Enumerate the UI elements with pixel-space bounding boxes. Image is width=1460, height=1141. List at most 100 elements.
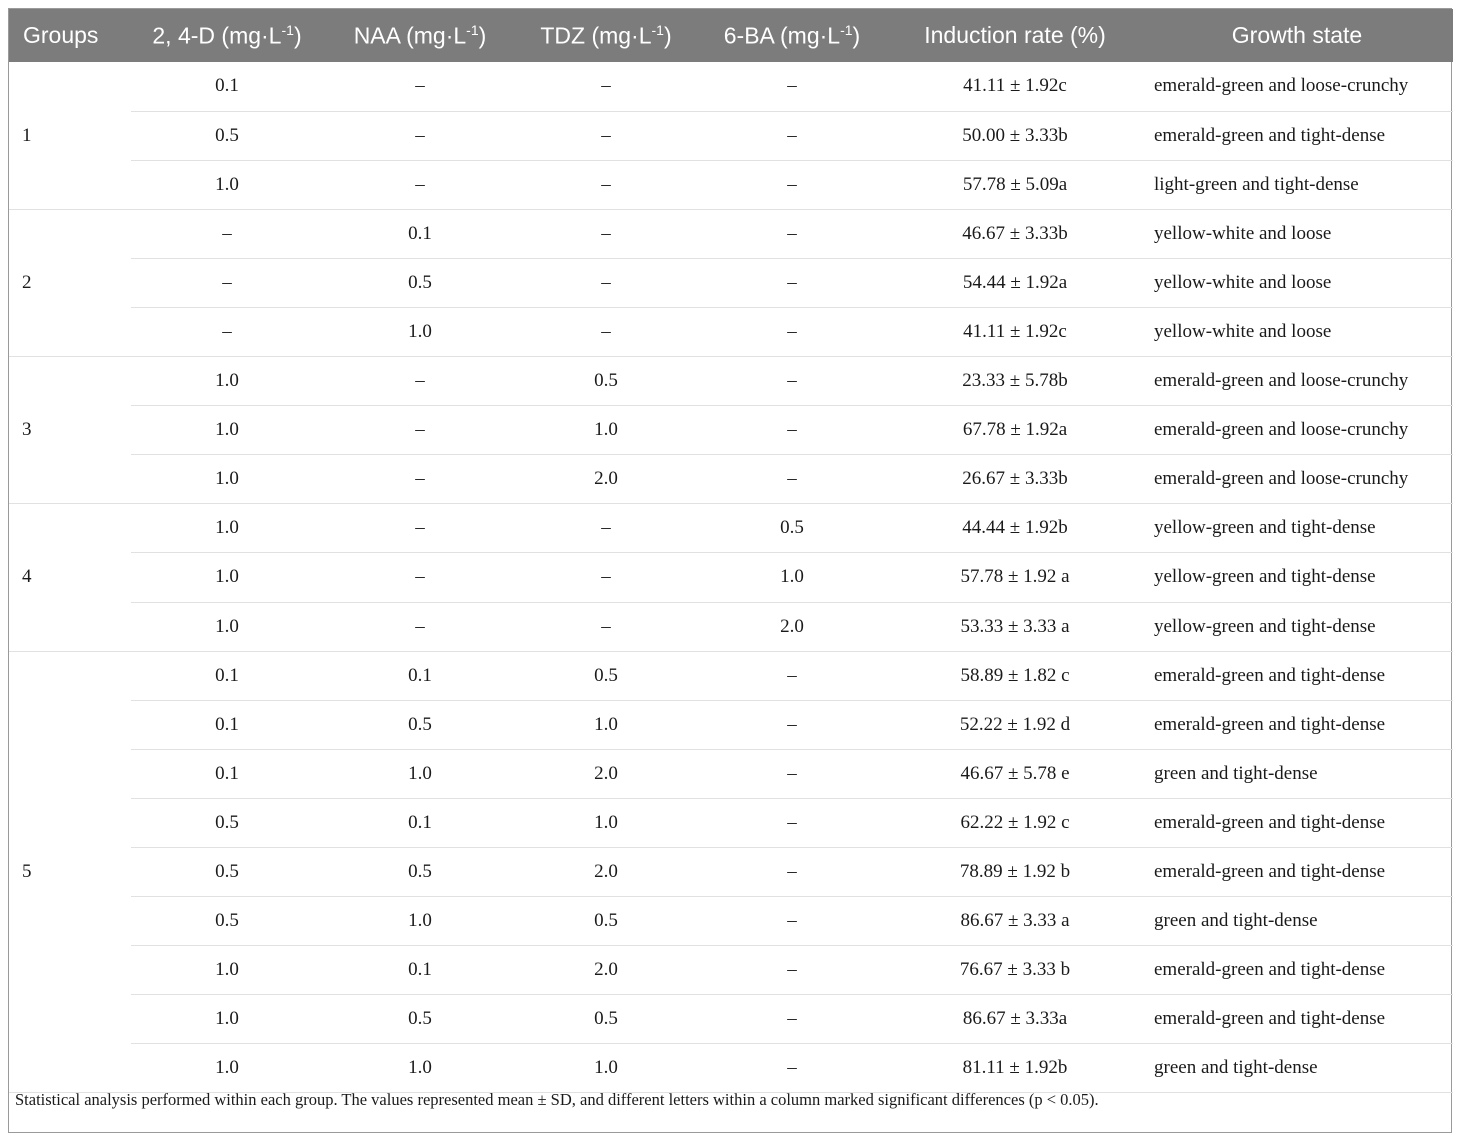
header-row: Groups 2, 4-D (mg·L-1) NAA (mg·L-1) TDZ … [9,9,1453,62]
cell-group [9,454,131,505]
cell-6-ba: 2.0 [695,602,889,652]
cell-group [9,897,131,946]
cell-tdz: 1.0 [517,798,695,849]
cell-naa: 1.0 [323,896,517,947]
cell-growth-state: yellow-white and loose [1141,258,1453,308]
cell-naa: – [323,552,517,603]
cell-induction-rate: 23.33 ± 5.78b [889,356,1141,407]
cell-6-ba: – [695,798,889,849]
cell-6-ba: – [695,1043,889,1094]
cell-tdz: – [517,209,695,259]
cell-induction-rate: 52.22 ± 1.92 d [889,700,1141,750]
cell-naa: 0.1 [323,651,517,701]
cell-2-4-d: 1.0 [131,356,323,407]
table-row: –1.0– –41.11 ± 1.92c yellow-white and loos… [9,307,1453,358]
cell-6-ba: – [695,896,889,947]
cell-6-ba: – [695,111,889,161]
cell-growth-state: emerald-green and tight-dense [1141,847,1453,898]
table-row: 4 1.0– –1.0 57.78 ± 1.92 a yellow-green and … [9,552,1453,603]
cell-6-ba: – [695,749,889,799]
cell-2-4-d: 1.0 [131,160,323,210]
cell-group: 3 [22,419,32,441]
cell-induction-rate: 26.67 ± 3.33b [889,454,1141,505]
cell-induction-rate: 78.89 ± 1.92 b [889,847,1141,898]
cell-2-4-d: 0.5 [131,798,323,849]
cell-naa: 0.5 [323,994,517,1045]
cell-growth-state: yellow-green and tight-dense [1141,602,1453,652]
table-row: 0.5 1.0 0.5–86.67 ± 3.33 a green and tight-… [9,896,1453,947]
cell-tdz: – [517,258,695,308]
cell-group: 5 [22,861,32,883]
cell-6-ba: 0.5 [695,503,889,554]
cell-growth-state: emerald-green and tight-dense [1141,700,1453,750]
cell-2-4-d: 0.1 [131,62,323,112]
cell-growth-state: emerald-green and loose-crunchy [1141,405,1453,456]
cell-2-4-d: 0.1 [131,700,323,750]
table-row: 1.0–0.5–23.33 ± 5.78b emerald-green and l… [9,356,1453,407]
cell-tdz: 0.5 [517,651,695,701]
table-row: 0.1 1.0 2.0–46.67 ± 5.78 e green and tight-… [9,749,1453,799]
table-row: 0.1– – –41.11 ± 1.92c emerald-green and loo… [9,62,1453,112]
cell-group [9,946,131,995]
cell-2-4-d: 0.5 [131,896,323,947]
header-6-ba: 6-BA (mg·L-1) [723,21,861,49]
cell-tdz: 0.5 [517,356,695,407]
cell-6-ba: 1.0 [695,552,889,603]
cell-6-ba: – [695,454,889,505]
cell-group: 4 [22,566,32,588]
cell-growth-state: yellow-white and loose [1141,307,1453,358]
cell-group: 2 [22,271,32,293]
cell-2-4-d: – [131,209,323,259]
cell-group [9,357,131,406]
cell-group [9,209,131,258]
cell-growth-state: emerald-green and tight-dense [1141,111,1453,161]
cell-2-4-d: 1.0 [131,405,323,456]
cell-naa: 0.1 [323,798,517,849]
cell-induction-rate: 57.78 ± 1.92 a [889,552,1141,603]
cell-2-4-d: 1.0 [131,602,323,652]
cell-naa: 0.5 [323,700,517,750]
cell-naa: 1.0 [323,749,517,799]
cell-tdz: – [517,503,695,554]
cell-induction-rate: 86.67 ± 3.33 a [889,896,1141,947]
cell-group [9,700,131,749]
table-row: 1.0 1.0 1.0–81.11 ± 1.92b green and tight-d… [9,1043,1453,1094]
cell-group [9,504,131,553]
cell-group [9,160,131,210]
cell-group [9,1043,131,1094]
cell-2-4-d: – [131,307,323,358]
cell-induction-rate: 41.11 ± 1.92c [889,62,1141,112]
cell-6-ba: – [695,700,889,750]
cell-growth-state: light-green and tight-dense [1141,160,1453,210]
cell-induction-rate: 46.67 ± 3.33b [889,209,1141,259]
cell-growth-state: emerald-green and loose-crunchy [1141,356,1453,407]
cell-growth-state: emerald-green and tight-dense [1141,798,1453,849]
table-row: 0.5 0.1 1.0–62.22 ± 1.92 c emerald-green an… [9,798,1453,849]
cell-growth-state: emerald-green and loose-crunchy [1141,454,1453,505]
cell-group [9,307,131,358]
cell-growth-state: yellow-white and loose [1141,209,1453,259]
cell-induction-rate: 44.44 ± 1.92b [889,503,1141,554]
table-row: 1.0– –0.5 44.44 ± 1.92b yellow-green and ti… [9,503,1453,554]
cell-group [9,995,131,1044]
table-row: 0.1 0.5 1.0–52.22 ± 1.92 d emerald-green an… [9,700,1453,750]
cell-induction-rate: 54.44 ± 1.92a [889,258,1141,308]
table-body: 0.1– – –41.11 ± 1.92c emerald-green and loo… [9,62,1453,1094]
table-row: 1.0–2.0–26.67 ± 3.33b emerald-green and l… [9,454,1453,505]
header-2-4-d: 2, 4-D (mg·L-1) [152,21,302,49]
table-row: –0.1– –46.67 ± 3.33b yellow-white and loos… [9,209,1453,259]
header-growth-state: Growth state [1231,22,1363,48]
cell-naa: 0.1 [323,209,517,259]
cell-tdz: – [517,62,695,112]
cell-induction-rate: 46.67 ± 5.78 e [889,749,1141,799]
cell-tdz: – [517,160,695,210]
table-row: 1 0.5– – –50.00 ± 3.33b emerald-green and ti… [9,111,1453,161]
table-row: 1.0– –2.0 53.33 ± 3.33 a yellow-green and t… [9,602,1453,652]
cell-6-ba: – [695,945,889,996]
table-row: 1.0– – –57.78 ± 5.09a light-green and tight… [9,160,1453,210]
cell-tdz: 2.0 [517,847,695,898]
cell-naa: – [323,602,517,652]
cell-naa: – [323,62,517,112]
cell-naa: – [323,405,517,456]
cell-6-ba: – [695,405,889,456]
